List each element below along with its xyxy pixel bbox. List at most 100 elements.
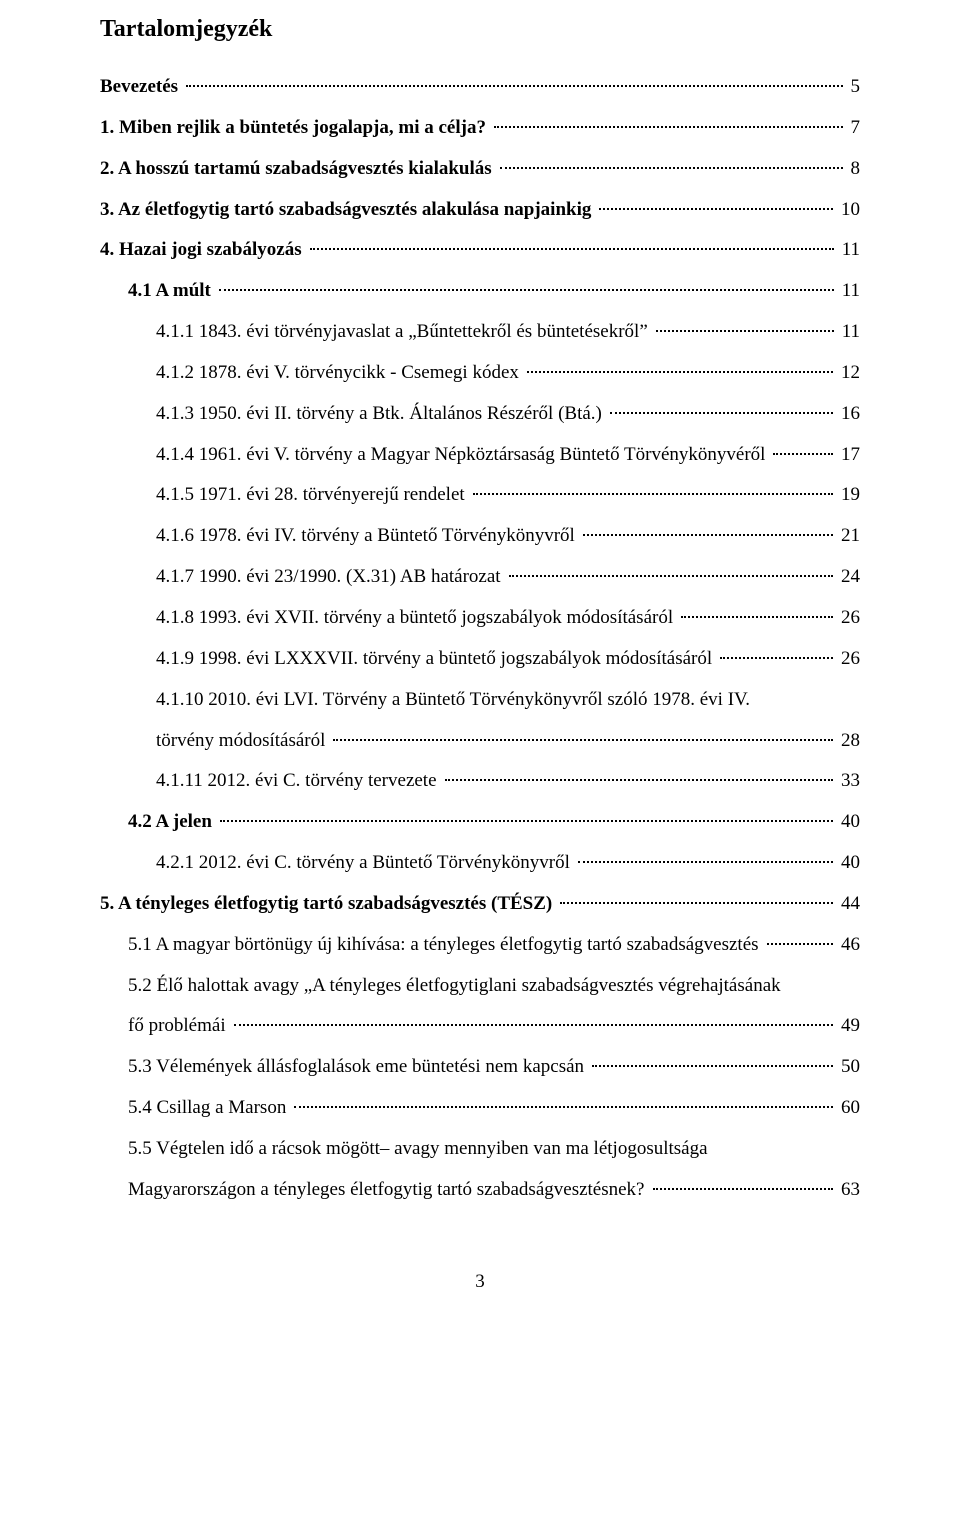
toc-entry-label: 4. Hazai jogi szabályozás: [100, 230, 306, 271]
toc-leader: [656, 329, 834, 332]
toc-entry-label: 4.1.3 1950. évi II. törvény a Btk. Által…: [156, 394, 606, 435]
toc-leader: [310, 247, 834, 250]
toc-leader: [500, 166, 843, 169]
toc-entry-label: 3. Az életfogytig tartó szabadságvesztés…: [100, 190, 595, 231]
toc-leader: [186, 84, 842, 87]
toc-entry-page: 21: [837, 516, 860, 557]
toc-leader: [527, 370, 833, 373]
toc-entry-page: 19: [837, 475, 860, 516]
toc-entry: 5. A tényleges életfogytig tartó szabads…: [100, 884, 860, 925]
toc-entry-label: 4.1.11 2012. évi C. törvény tervezete: [156, 761, 441, 802]
toc-entry: 5.1 A magyar börtönügy új kihívása: a té…: [100, 925, 860, 966]
toc-leader: [509, 574, 833, 577]
toc-entry: 4.1.1 1843. évi törvényjavaslat a „Bűnte…: [100, 312, 860, 353]
toc-leader: [560, 901, 833, 904]
toc-entry-label: 4.1.6 1978. évi IV. törvény a Büntető Tö…: [156, 516, 579, 557]
toc-leader: [773, 452, 833, 455]
toc-entry: 5.2 Élő halottak avagy „A tényleges élet…: [100, 966, 860, 1048]
toc-leader: [234, 1023, 833, 1026]
toc-entry: 4.1.3 1950. évi II. törvény a Btk. Által…: [100, 394, 860, 435]
toc-entry: 5.5 Végtelen idő a rácsok mögött– avagy …: [100, 1129, 860, 1211]
toc-entry-label: 4.1.10 2010. évi LVI. Törvény a Büntető …: [156, 680, 860, 721]
toc-entry: 1. Miben rejlik a büntetés jogalapja, mi…: [100, 108, 860, 149]
toc-entry-page: 50: [837, 1047, 860, 1088]
toc-entry: 4.1.8 1993. évi XVII. törvény a büntető …: [100, 598, 860, 639]
toc-leader: [220, 819, 833, 822]
toc-entry: 4. Hazai jogi szabályozás11: [100, 230, 860, 271]
toc-leader: [599, 207, 833, 210]
toc-entry-label: 4.1.9 1998. évi LXXXVII. törvény a bünte…: [156, 639, 716, 680]
toc-entry-continuation: fő problémái 49: [128, 1006, 860, 1047]
toc-entry-page: 11: [838, 312, 860, 353]
toc-entry-page: 28: [837, 721, 860, 762]
toc-entry-label: törvény módosításáról: [156, 721, 329, 762]
toc-leader: [219, 288, 834, 291]
toc-entry: 4.1.5 1971. évi 28. törvényerejű rendele…: [100, 475, 860, 516]
toc-entry-label: fő problémái: [128, 1006, 230, 1047]
toc-entry-label: Magyarországon a tényleges életfogytig t…: [128, 1170, 649, 1211]
toc-entry-page: 10: [837, 190, 860, 231]
document-page: Tartalomjegyzék Bevezetés 5 1. Miben rejli…: [0, 0, 960, 1521]
toc-entry-label: 1. Miben rejlik a büntetés jogalapja, mi…: [100, 108, 490, 149]
toc-entry: 3. Az életfogytig tartó szabadságvesztés…: [100, 190, 860, 231]
toc-entry-page: 40: [837, 802, 860, 843]
toc-entry: Bevezetés 5: [100, 67, 860, 108]
toc-entry: 4.1.10 2010. évi LVI. Törvény a Büntető …: [100, 680, 860, 762]
toc-entry-page: 26: [837, 639, 860, 680]
toc-entry: 2. A hosszú tartamú szabadságvesztés kia…: [100, 149, 860, 190]
toc-entry-page: 11: [838, 271, 860, 312]
toc-entry: 4.1.11 2012. évi C. törvény tervezete 33: [100, 761, 860, 802]
toc-entry-label: 5.1 A magyar börtönügy új kihívása: a té…: [128, 925, 763, 966]
toc-entry-page: 24: [837, 557, 860, 598]
toc-entry-page: 12: [837, 353, 860, 394]
toc-entry: 4.1.4 1961. évi V. törvény a Magyar Népk…: [100, 435, 860, 476]
toc-leader: [583, 533, 833, 536]
toc-entry: 5.3 Vélemények állásfoglalások eme bünte…: [100, 1047, 860, 1088]
toc-entry-label: 2. A hosszú tartamú szabadságvesztés kia…: [100, 149, 496, 190]
toc-leader: [473, 492, 833, 495]
toc-entry: 4.1.7 1990. évi 23/1990. (X.31) AB határ…: [100, 557, 860, 598]
toc-body: Bevezetés 5 1. Miben rejlik a büntetés jog…: [100, 67, 860, 1211]
toc-entry-label: 4.1.7 1990. évi 23/1990. (X.31) AB határ…: [156, 557, 505, 598]
toc-leader: [494, 125, 843, 128]
toc-entry-page: 16: [837, 394, 860, 435]
toc-entry-page: 8: [847, 149, 861, 190]
toc-entry-label: 4.1.5 1971. évi 28. törvényerejű rendele…: [156, 475, 469, 516]
toc-entry-label: 5.5 Végtelen idő a rácsok mögött– avagy …: [128, 1129, 860, 1170]
toc-entry-page: 5: [847, 67, 861, 108]
toc-entry-page: 46: [837, 925, 860, 966]
toc-entry: 4.1.2 1878. évi V. törvénycikk - Csemegi…: [100, 353, 860, 394]
toc-entry-label: 4.1.2 1878. évi V. törvénycikk - Csemegi…: [156, 353, 523, 394]
toc-entry-label: Bevezetés: [100, 67, 182, 108]
toc-entry-page: 63: [837, 1170, 860, 1211]
toc-entry: 4.1 A múlt 11: [100, 271, 860, 312]
toc-leader: [720, 656, 833, 659]
toc-entry: 4.2 A jelen 40: [100, 802, 860, 843]
toc-leader: [294, 1105, 833, 1108]
toc-entry-page: 49: [837, 1006, 860, 1047]
toc-entry-page: 17: [837, 435, 860, 476]
page-number: 3: [100, 1271, 860, 1293]
toc-entry: 5.4 Csillag a Marson 60: [100, 1088, 860, 1129]
toc-entry-page: 44: [837, 884, 860, 925]
toc-leader: [578, 860, 833, 863]
toc-entry-page: 40: [837, 843, 860, 884]
toc-leader: [653, 1187, 834, 1190]
toc-entry-continuation: törvény módosításáról 28: [156, 721, 860, 762]
toc-entry-page: 33: [837, 761, 860, 802]
toc-entry-label: 4.2.1 2012. évi C. törvény a Büntető Tör…: [156, 843, 574, 884]
toc-entry-page: 26: [837, 598, 860, 639]
toc-leader: [681, 615, 833, 618]
toc-entry: 4.2.1 2012. évi C. törvény a Büntető Tör…: [100, 843, 860, 884]
toc-entry-continuation: Magyarországon a tényleges életfogytig t…: [128, 1170, 860, 1211]
toc-title: Tartalomjegyzék: [100, 16, 860, 43]
toc-leader: [333, 738, 833, 741]
toc-entry-label: 4.2 A jelen: [128, 802, 216, 843]
toc-entry: 4.1.9 1998. évi LXXXVII. törvény a bünte…: [100, 639, 860, 680]
toc-entry-label: 5.3 Vélemények állásfoglalások eme bünte…: [128, 1047, 588, 1088]
toc-entry-page: 60: [837, 1088, 860, 1129]
toc-leader: [610, 411, 833, 414]
toc-entry-label: 4.1 A múlt: [128, 271, 215, 312]
toc-entry-label: 5.2 Élő halottak avagy „A tényleges élet…: [128, 966, 860, 1007]
toc-entry-label: 5.4 Csillag a Marson: [128, 1088, 290, 1129]
